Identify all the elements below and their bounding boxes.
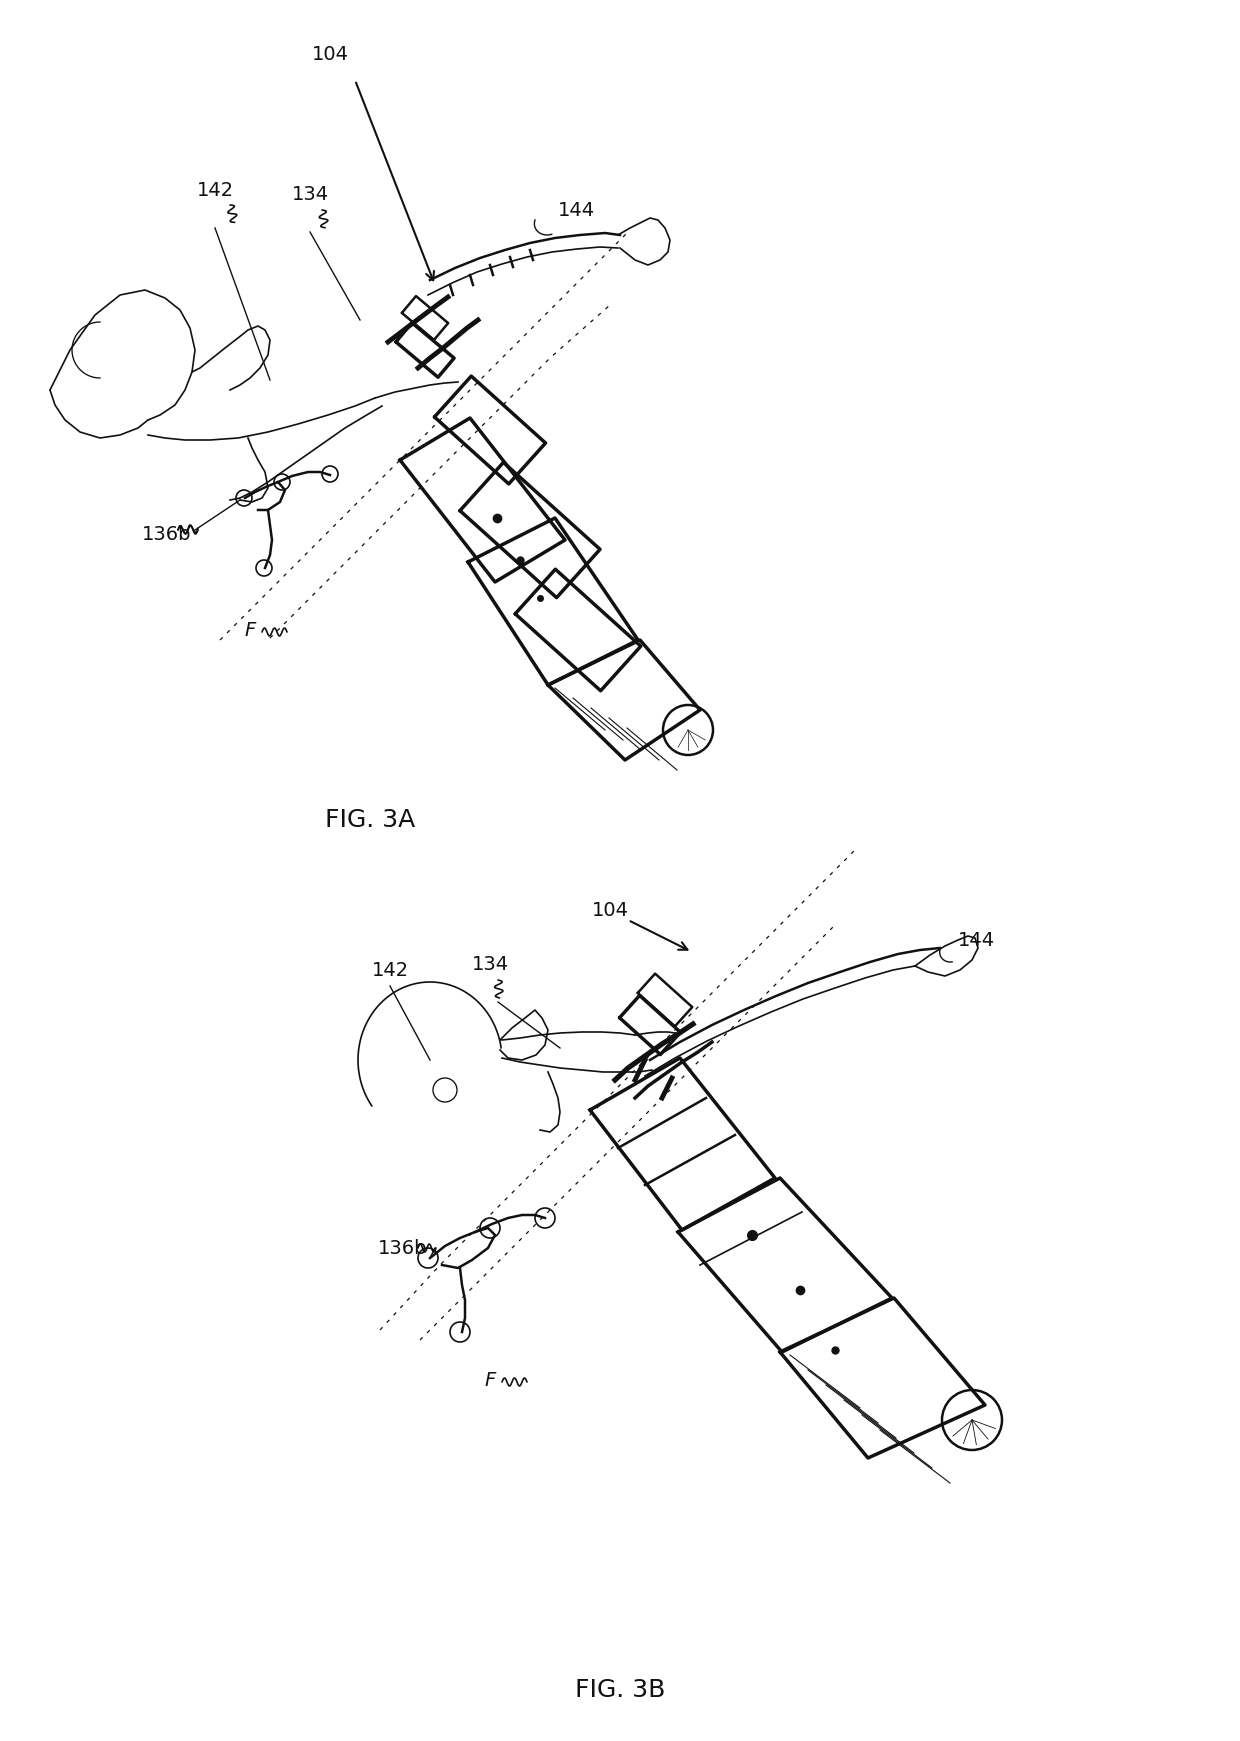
Text: 136b: 136b bbox=[143, 526, 191, 545]
Text: F: F bbox=[244, 620, 255, 639]
Text: 104: 104 bbox=[591, 900, 629, 919]
Text: 144: 144 bbox=[959, 930, 996, 949]
Text: 134: 134 bbox=[291, 186, 329, 204]
Text: 136b: 136b bbox=[378, 1238, 428, 1257]
Text: FIG. 3B: FIG. 3B bbox=[575, 1678, 665, 1703]
Text: 142: 142 bbox=[196, 181, 233, 200]
Text: FIG. 3A: FIG. 3A bbox=[325, 808, 415, 832]
Text: 144: 144 bbox=[558, 200, 595, 219]
Text: 104: 104 bbox=[311, 45, 348, 64]
Text: 134: 134 bbox=[471, 956, 508, 975]
Text: F: F bbox=[485, 1370, 496, 1389]
Text: 142: 142 bbox=[372, 961, 408, 980]
